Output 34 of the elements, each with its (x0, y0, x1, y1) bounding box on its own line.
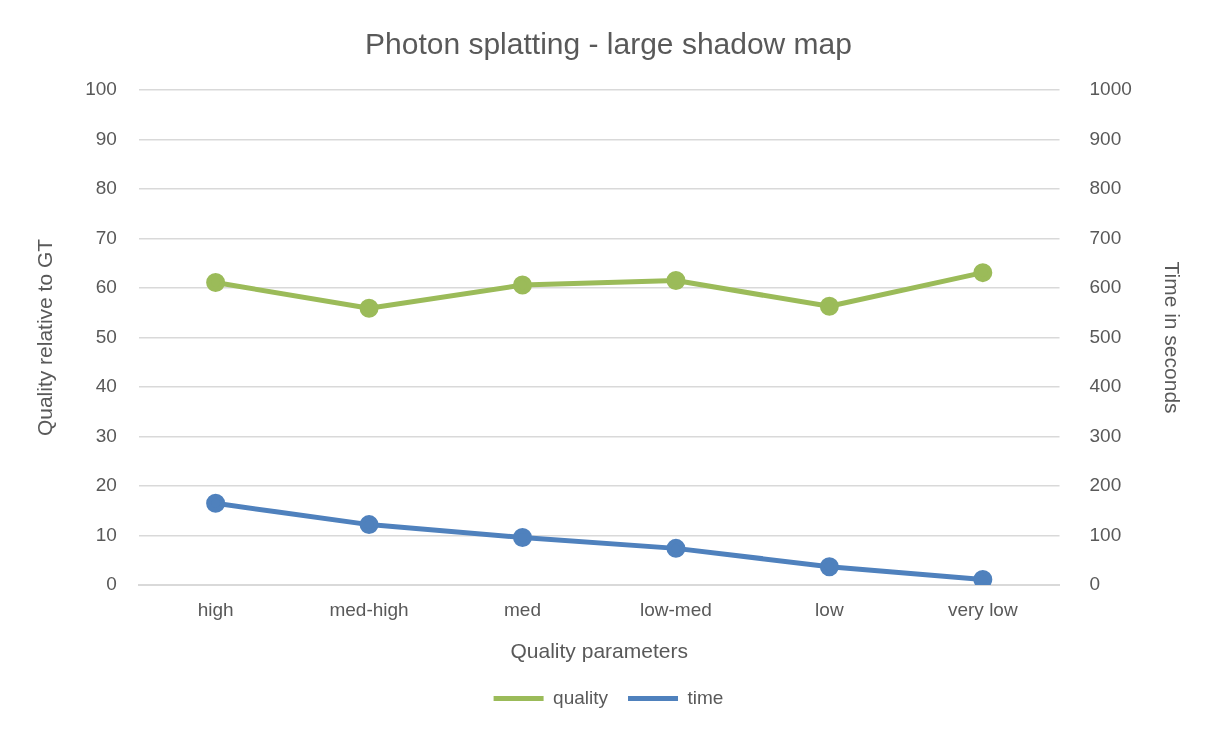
y-tick-label: 30 (95, 424, 117, 446)
y2-tick-label: 700 (1089, 226, 1122, 248)
y-tick-label: 40 (95, 375, 117, 397)
y2-tick-label: 300 (1089, 424, 1122, 446)
x-axis-title: Quality parameters (510, 639, 688, 663)
y-tick-label: 60 (95, 276, 117, 298)
y2-tick-label: 1000 (1089, 78, 1132, 100)
y2-tick-label: 200 (1089, 474, 1122, 496)
x-tick-label: low-med (640, 598, 712, 620)
x-tick-label: very low (947, 598, 1018, 620)
legend-label: quality (553, 686, 609, 708)
y2-tick-label: 600 (1089, 276, 1122, 298)
x-tick-label: high (197, 598, 234, 620)
chart-title: Photon splatting - large shadow map (365, 27, 852, 61)
y2-tick-label: 900 (1089, 127, 1122, 149)
x-tick-label: med (504, 598, 541, 620)
y2-tick-label: 400 (1089, 375, 1122, 397)
x-tick-label: med-high (329, 598, 409, 620)
y2-tick-label: 500 (1089, 325, 1122, 347)
y-axis-title: Quality relative to GT (33, 238, 57, 437)
y-tick-label: 0 (106, 573, 117, 595)
y-tick-label: 10 (95, 523, 117, 545)
y2-tick-label: 0 (1089, 573, 1101, 595)
y2-axis-title: Time in seconds (1160, 261, 1184, 414)
y-tick-label: 70 (95, 226, 117, 248)
y-tick-label: 20 (95, 474, 117, 496)
y-tick-label: 50 (95, 325, 117, 347)
y-tick-label: 80 (95, 177, 117, 199)
y2-tick-label: 800 (1089, 177, 1122, 199)
x-tick-label: low (815, 598, 844, 620)
y2-tick-label: 100 (1089, 523, 1122, 545)
legend-label: time (687, 686, 724, 708)
y-tick-label: 90 (95, 127, 117, 149)
y-tick-label: 100 (85, 78, 117, 100)
